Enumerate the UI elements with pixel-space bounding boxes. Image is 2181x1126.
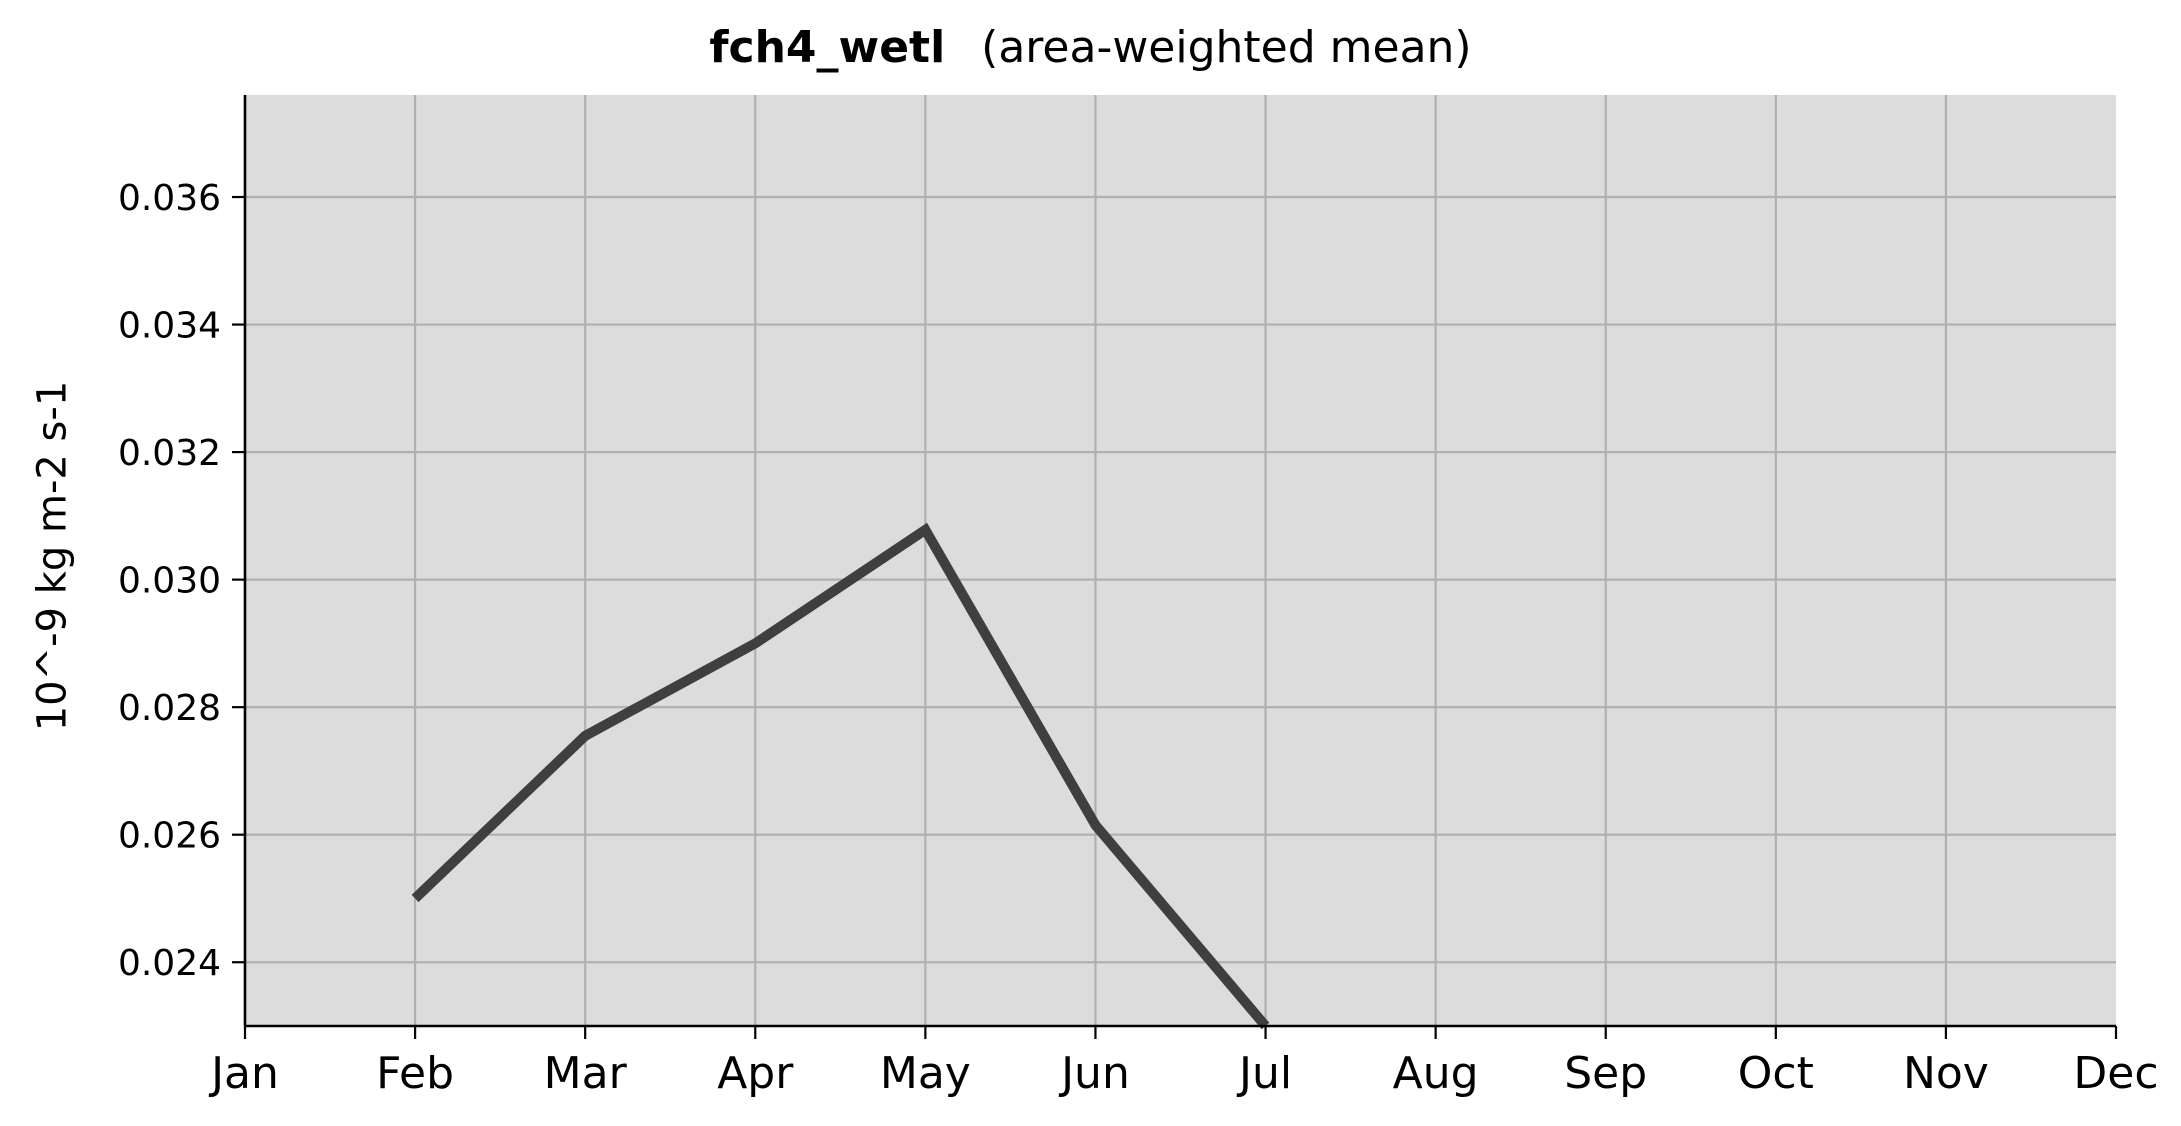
x-tick-label: Jul: [1236, 1048, 1292, 1099]
x-tick-label: Mar: [544, 1048, 628, 1099]
y-axis-ticks: 0.024 0.026 0.028 0.030 0.032 0.034 0.036: [118, 178, 245, 984]
x-tick-label: Oct: [1738, 1048, 1814, 1099]
x-tick-label: Jan: [208, 1048, 279, 1099]
y-tick-label: 0.034: [118, 306, 221, 347]
chart-title-main: fch4_wetl: [709, 22, 946, 73]
x-tick-label: May: [880, 1048, 971, 1099]
x-tick-label: Feb: [376, 1048, 454, 1099]
y-tick-label: 0.026: [118, 816, 221, 857]
x-tick-label: Aug: [1393, 1048, 1479, 1099]
y-tick-label: 0.036: [118, 178, 221, 219]
x-tick-label: Dec: [2073, 1048, 2158, 1099]
y-tick-label: 0.030: [118, 561, 221, 602]
y-tick-label: 0.032: [118, 433, 221, 474]
y-gridlines: [245, 195, 2116, 964]
x-tick-label: Nov: [1903, 1048, 1989, 1099]
chart-subtitle: (area-weighted mean): [981, 22, 1472, 73]
x-axis-ticks: Jan Feb Mar Apr May Jun Jul Aug Sep Oct Nov Dec: [208, 1026, 2159, 1099]
x-gridlines: [413, 95, 1948, 1026]
x-tick-label: Apr: [717, 1048, 794, 1099]
plot-area: [245, 95, 2116, 1026]
x-tick-label: Jun: [1058, 1048, 1130, 1099]
series-line: [411, 522, 1270, 1030]
y-tick-label: 0.024: [118, 943, 221, 984]
y-tick-label: 0.028: [118, 688, 221, 729]
chart-title: fch4_wetl (area-weighted mean): [0, 22, 2181, 73]
x-tick-label: Sep: [1564, 1048, 1647, 1099]
